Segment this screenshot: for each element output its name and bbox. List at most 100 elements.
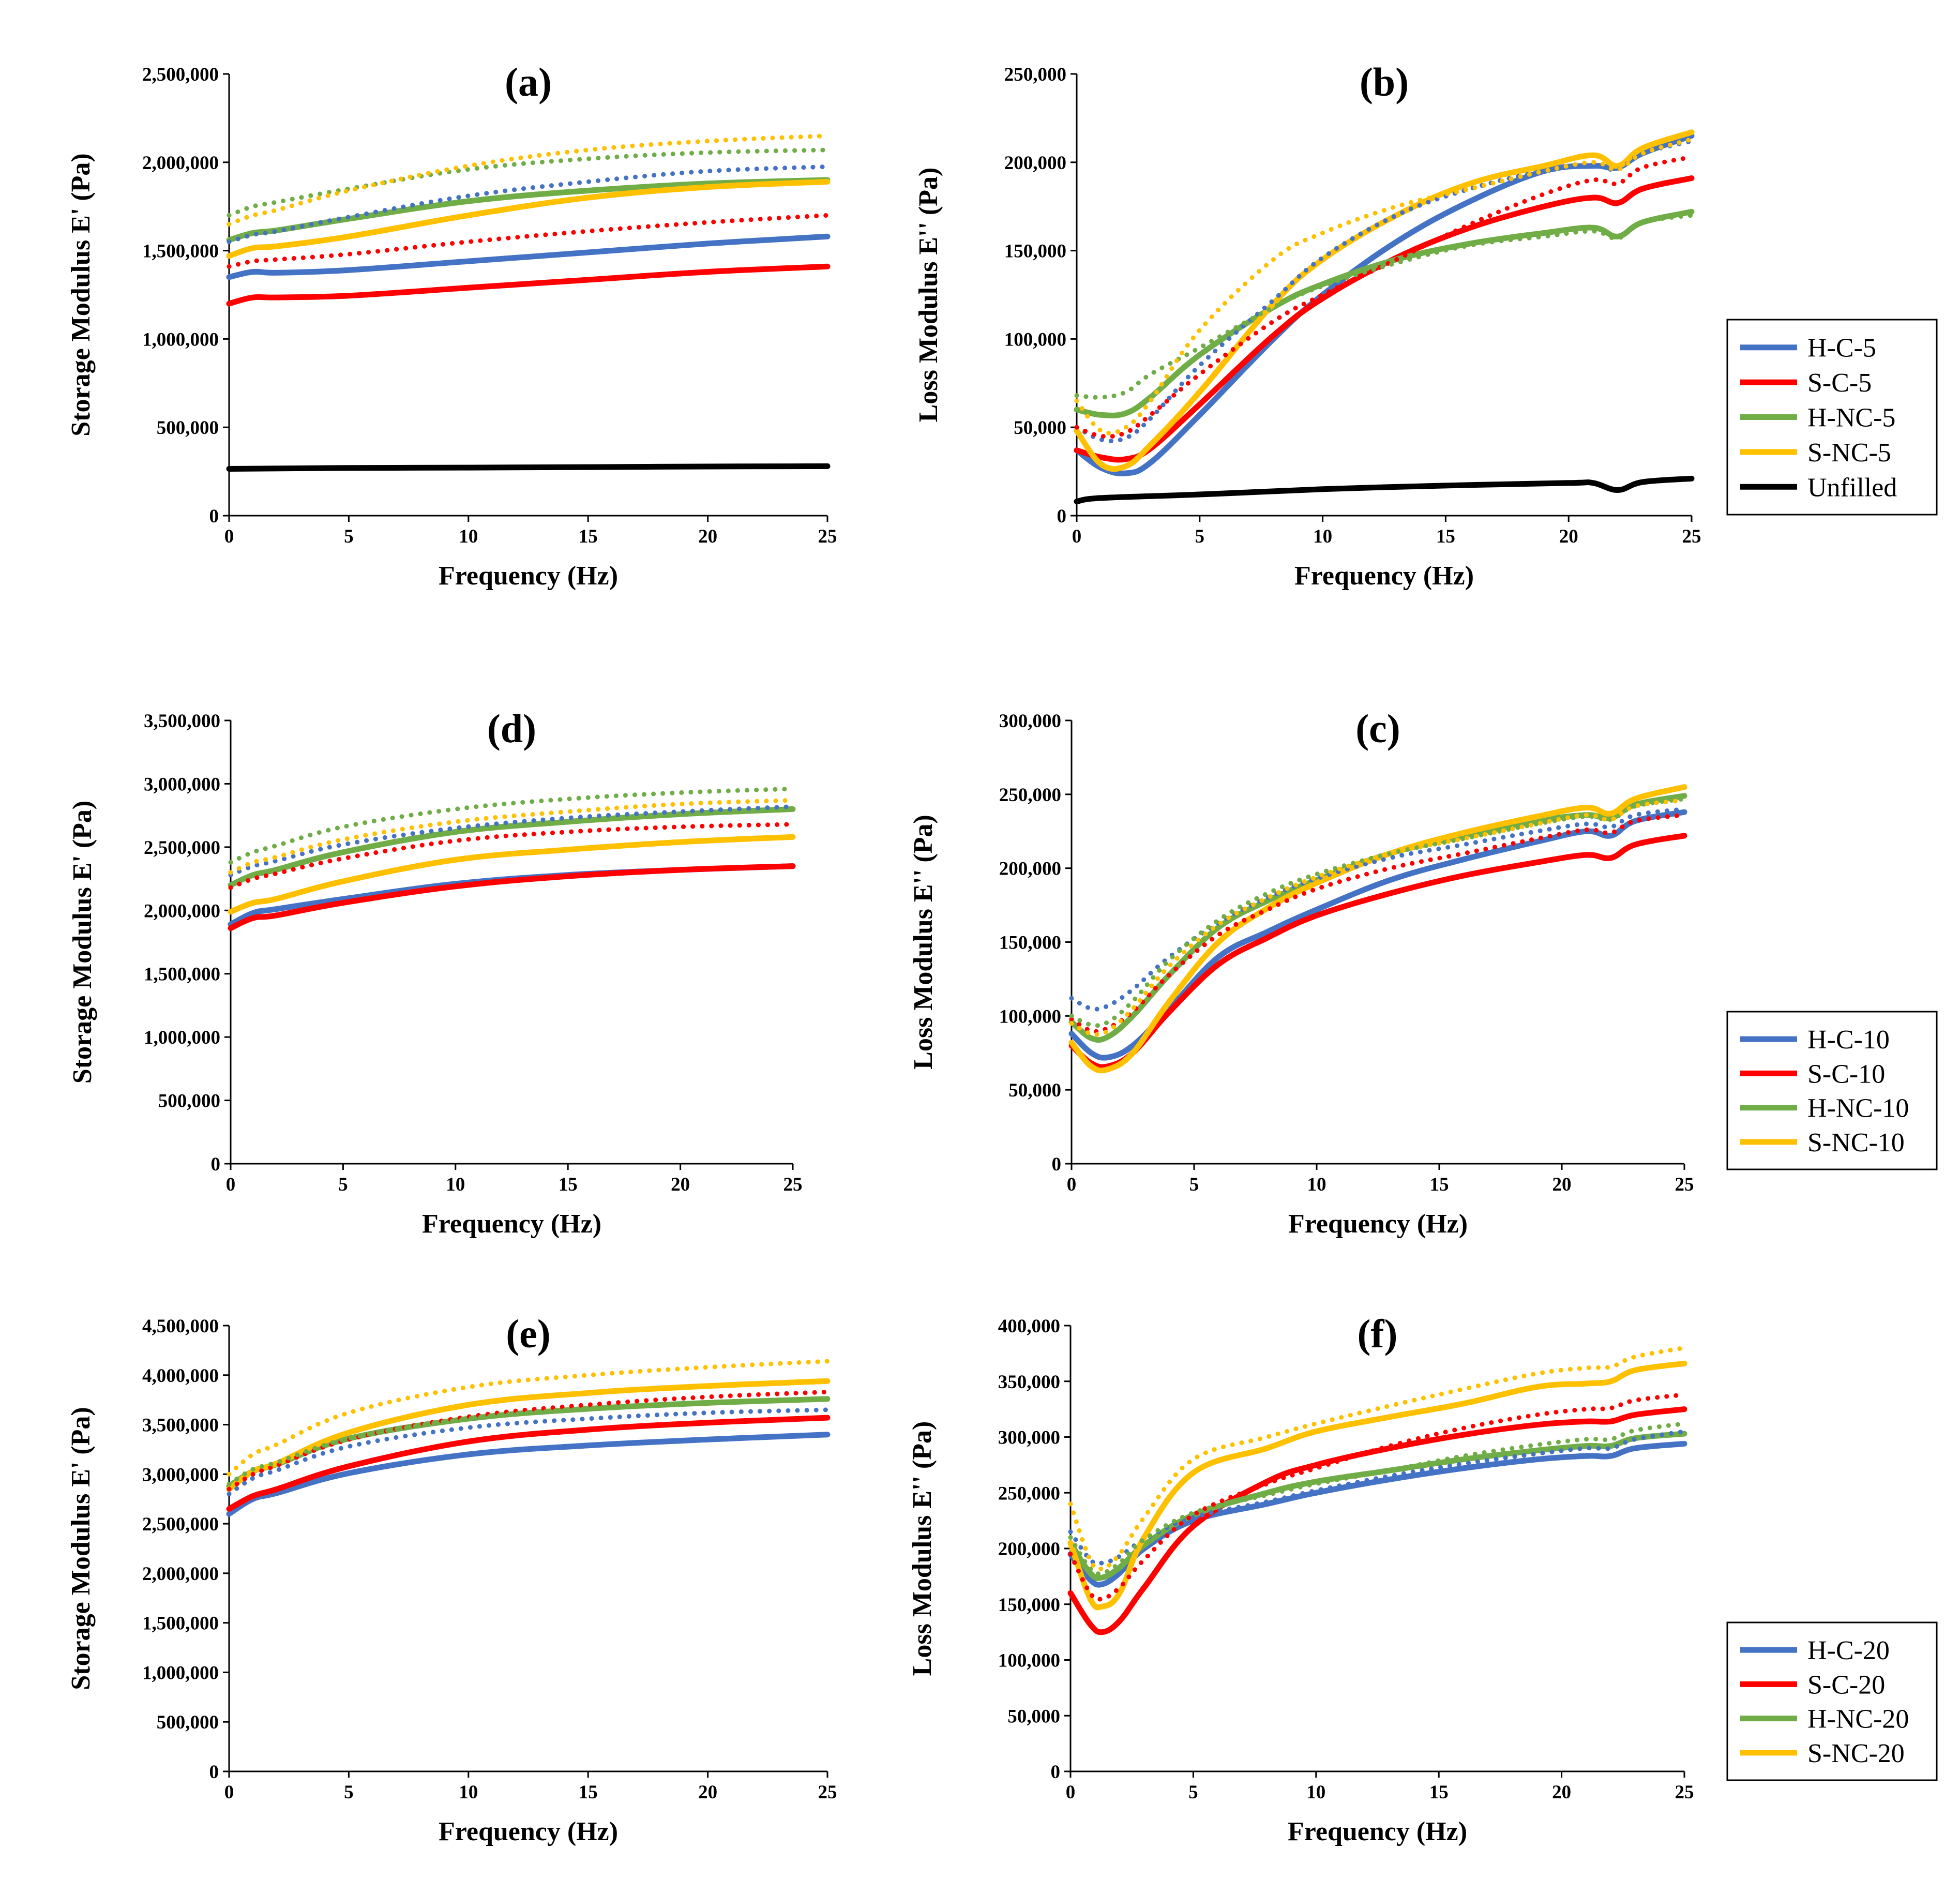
series-line-s-c-20 [1067, 1406, 1687, 1635]
series-line-s-c-10 [1068, 833, 1687, 1070]
y-axis-label: Storage Modulus E' (Pa) [68, 801, 97, 1084]
series-line-unfilled [226, 463, 831, 472]
y-tick-label: 2,000,000 [144, 900, 220, 922]
y-axis-label: Loss Modulus E'' (Pa) [908, 1421, 937, 1676]
y-tick-label: 500,000 [158, 1091, 220, 1112]
x-axis-label: Frequency (Hz) [439, 1817, 618, 1846]
y-tick-label: 0 [1051, 1762, 1061, 1783]
chart-title: (d) [487, 706, 536, 751]
y-tick-label: 300,000 [999, 711, 1061, 732]
y-tick-label: 300,000 [998, 1427, 1060, 1449]
x-tick-label: 5 [1195, 526, 1205, 547]
x-tick-label: 5 [1188, 1782, 1198, 1803]
legend-20: H-C-20 S-C-20 H-NC-20 S-NC-20 [1726, 1621, 1938, 1781]
x-tick-label: 0 [224, 526, 234, 547]
series-line-h-c-10 [228, 863, 796, 927]
y-tick-label: 150,000 [1004, 241, 1066, 262]
legend-label: H-C-5 [1807, 334, 1876, 363]
y-tick-label: 200,000 [998, 1539, 1060, 1560]
series-line-s-c-10-dotted [1069, 813, 1687, 1034]
series-line-s-nc-10 [1068, 784, 1687, 1074]
y-tick-label: 0 [209, 506, 219, 527]
series-line-h-c-20-dotted [227, 1407, 830, 1497]
y-tick-label: 2,500,000 [144, 837, 220, 859]
series-line-h-c-20 [226, 1432, 831, 1517]
y-tick-label: 0 [211, 1154, 221, 1175]
x-tick-label: 25 [1682, 526, 1701, 547]
series-line-s-c-5-dotted [1074, 155, 1694, 439]
series-line-h-c-5-dotted [227, 164, 830, 244]
legend-label: S-NC-10 [1807, 1128, 1905, 1158]
x-tick-label: 5 [338, 1174, 348, 1195]
series-line-s-c-10 [228, 863, 796, 931]
x-tick-label: 20 [671, 1174, 690, 1195]
legend-label: S-NC-20 [1807, 1739, 1905, 1768]
x-tick-label: 10 [446, 1174, 465, 1195]
series-line-h-c-5 [226, 233, 831, 280]
series-line-s-nc-5-dotted [1074, 137, 1694, 436]
y-axis-label: Storage Modulus E' (Pa) [66, 153, 96, 436]
series-line-s-nc-20-dotted [1068, 1345, 1687, 1572]
x-axis-label: Frequency (Hz) [439, 561, 618, 591]
series-line-s-nc-5 [226, 178, 831, 259]
x-tick-label: 0 [226, 1174, 236, 1195]
y-tick-label: 0 [1057, 506, 1067, 527]
series-line-s-nc-5 [1074, 129, 1695, 472]
chart-title: (e) [506, 1311, 551, 1356]
x-axis-label: Frequency (Hz) [422, 1209, 601, 1239]
x-tick-label: 5 [344, 526, 354, 547]
y-tick-label: 1,500,000 [142, 1613, 219, 1634]
legend-label: Unfilled [1807, 473, 1897, 502]
series-line-s-c-20 [226, 1415, 831, 1512]
y-tick-label: 3,000,000 [144, 774, 220, 795]
x-axis-label: Frequency (Hz) [1288, 1209, 1468, 1239]
x-tick-label: 0 [1072, 526, 1082, 547]
legend-label: S-C-10 [1807, 1059, 1885, 1089]
y-tick-label: 1,000,000 [144, 1027, 220, 1048]
y-axis-label: Loss Modulus E'' (Pa) [914, 168, 943, 423]
x-tick-label: 15 [1429, 1782, 1449, 1803]
series-line-h-nc-10 [228, 806, 796, 888]
series-line-s-nc-20-dotted [227, 1359, 830, 1477]
legend-label: S-C-5 [1807, 368, 1872, 398]
series-line-h-nc-10-dotted [1069, 796, 1687, 1028]
x-tick-label: 10 [459, 1782, 478, 1803]
y-tick-label: 150,000 [999, 933, 1061, 954]
x-tick-label: 0 [1066, 1782, 1076, 1803]
y-tick-label: 50,000 [1007, 1706, 1060, 1727]
x-tick-label: 25 [783, 1174, 803, 1195]
y-tick-label: 2,000,000 [142, 153, 219, 174]
chart-f: 0 50,000 100,000 150,000 200,000 250,000 300,0… [908, 1311, 1694, 1846]
y-tick-label: 50,000 [1008, 1080, 1061, 1101]
y-tick-label: 2,500,000 [142, 1514, 219, 1535]
y-tick-label: 0 [1052, 1154, 1062, 1175]
series-line-h-nc-5-dotted [227, 147, 830, 218]
chart-b: 0 50,000 100,000 150,000 200,000 250,000 0 5 10 1… [914, 59, 1701, 591]
y-tick-label: 200,000 [999, 859, 1061, 880]
x-tick-label: 10 [1306, 1782, 1325, 1803]
series-line-s-c-20-dotted [1068, 1392, 1687, 1602]
x-tick-label: 25 [1675, 1174, 1694, 1195]
y-tick-label: 4,000,000 [142, 1365, 219, 1387]
series-line-h-nc-10-dotted [228, 786, 795, 865]
series-line-s-nc-10-dotted [1069, 798, 1687, 1037]
series-line-h-nc-5 [226, 177, 831, 243]
x-tick-label: 25 [1675, 1782, 1694, 1803]
chart-title: (b) [1360, 59, 1409, 104]
series-line-s-nc-5-dotted [227, 133, 830, 227]
x-tick-label: 10 [459, 526, 478, 547]
series-line-s-c-10-dotted [228, 822, 795, 890]
legend-label: H-C-20 [1807, 1636, 1890, 1665]
x-tick-label: 15 [1436, 526, 1455, 547]
chart-title: (a) [505, 59, 552, 104]
y-tick-label: 100,000 [1004, 329, 1066, 350]
x-axis-label: Frequency (Hz) [1294, 561, 1474, 591]
x-tick-label: 25 [818, 526, 837, 547]
y-tick-label: 2,000,000 [142, 1564, 219, 1585]
chart-title: (c) [1355, 706, 1400, 751]
y-tick-label: 2,500,000 [142, 64, 219, 85]
y-tick-label: 3,500,000 [144, 711, 220, 732]
y-tick-label: 350,000 [998, 1372, 1060, 1393]
y-tick-label: 1,000,000 [142, 1662, 219, 1683]
x-tick-label: 20 [698, 526, 717, 547]
